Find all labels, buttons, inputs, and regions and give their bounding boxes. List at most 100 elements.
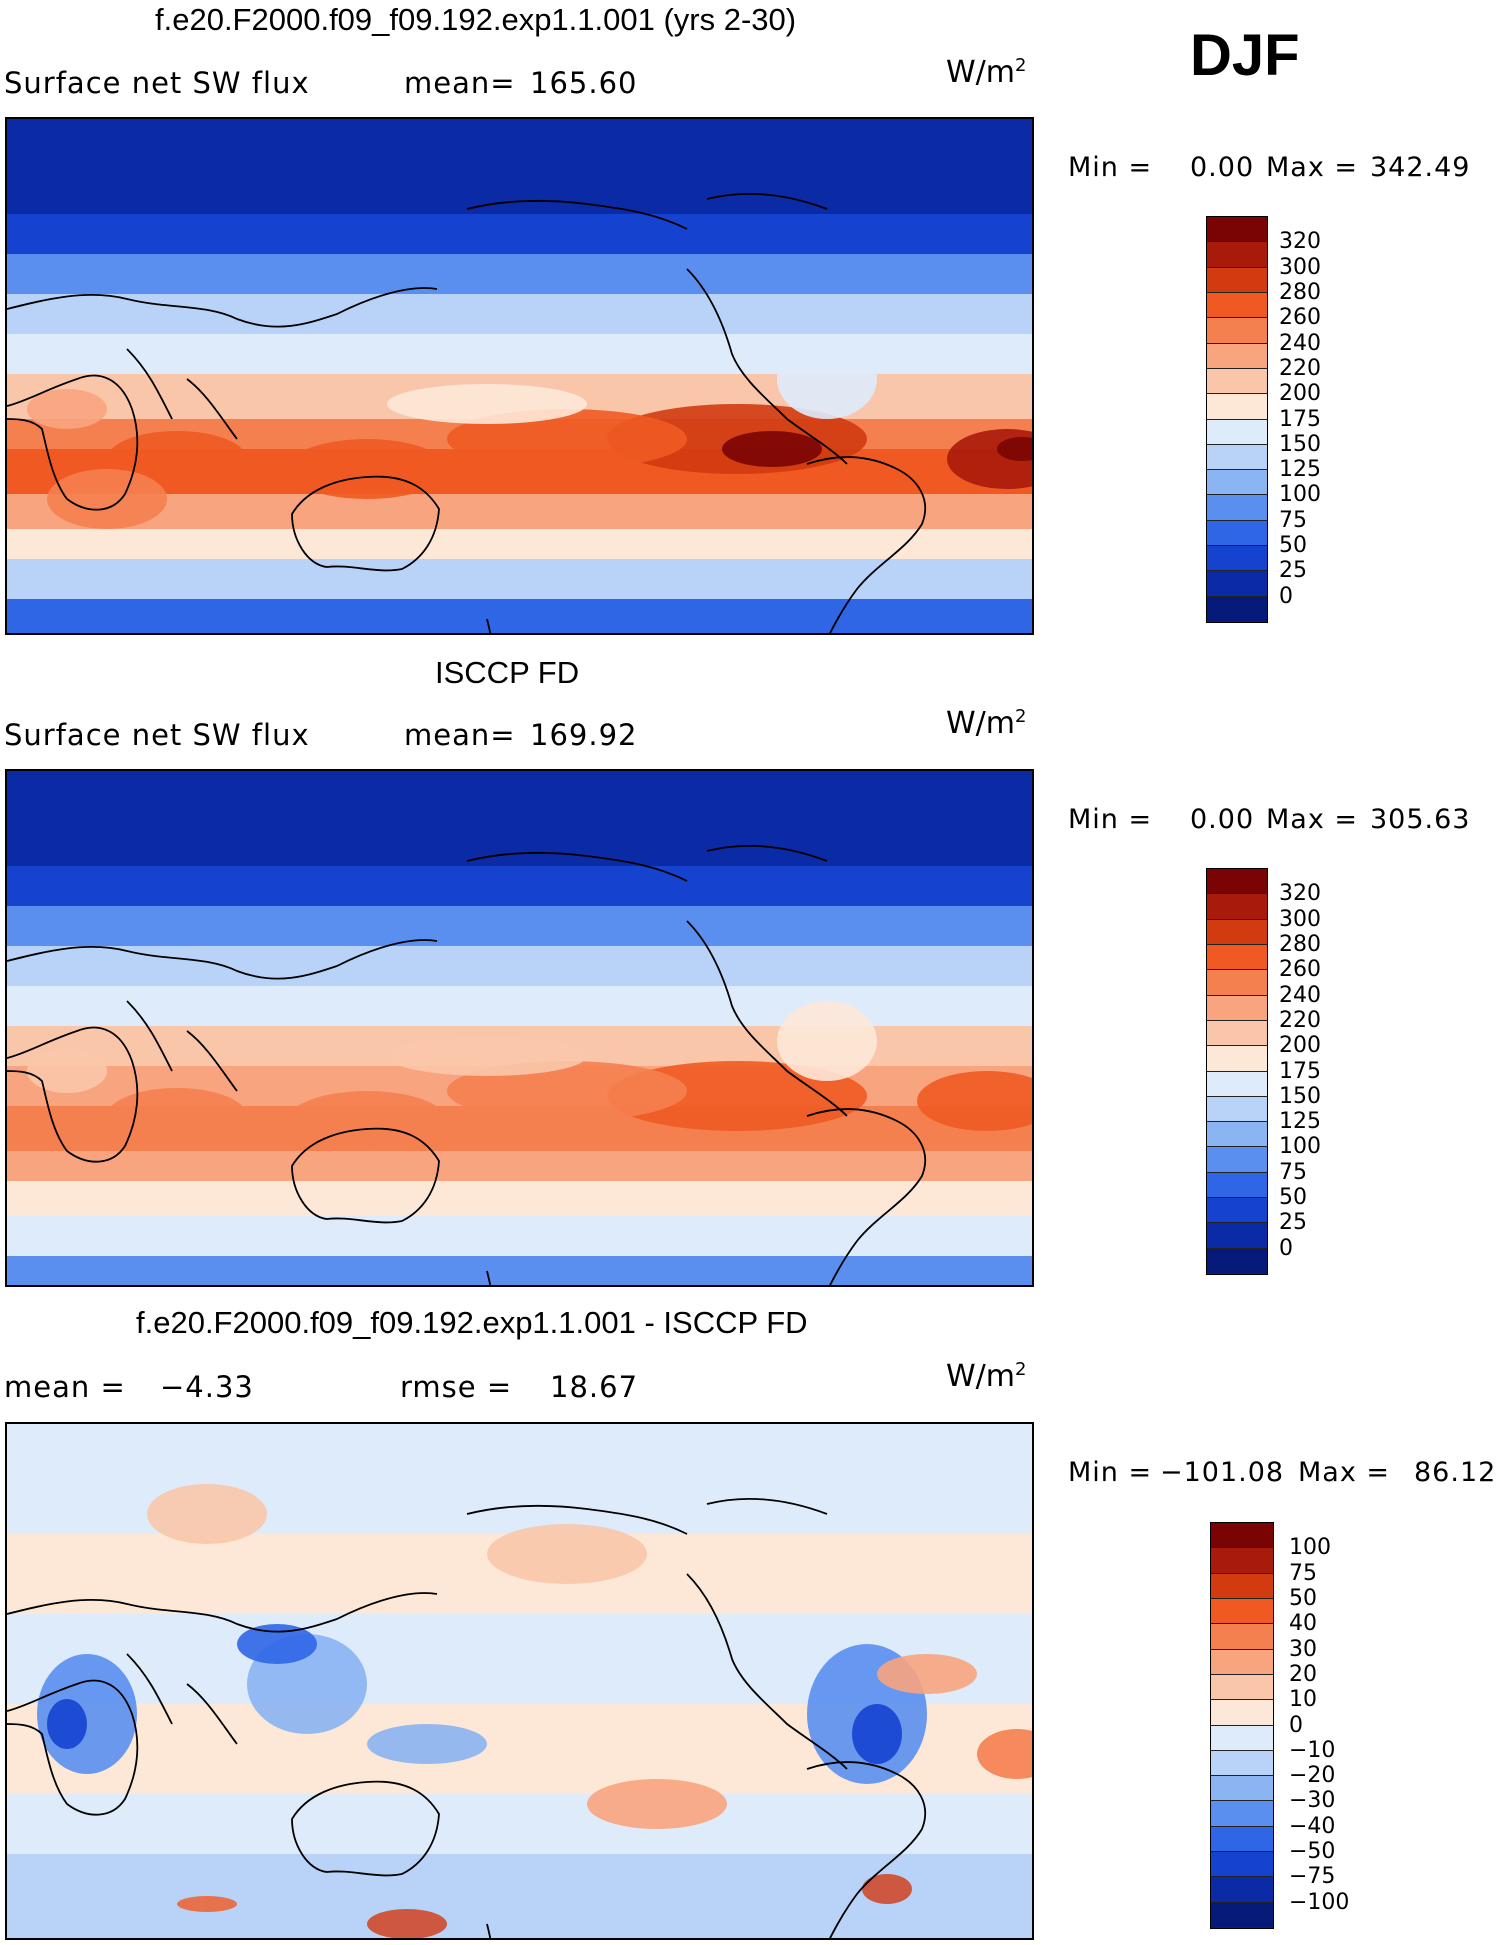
colorbar-box <box>1207 1147 1267 1173</box>
contour-region <box>877 1654 977 1694</box>
colorbar-tick-label: 50 <box>1289 1585 1317 1611</box>
coastline <box>466 1497 828 1535</box>
map-canvas <box>7 119 1032 633</box>
colorbar-box <box>1207 1198 1267 1224</box>
panel3-mean-value: −4.33 <box>160 1370 254 1404</box>
colorbar-box <box>1207 1122 1267 1148</box>
panel2-variable: Surface net SW flux <box>4 718 310 752</box>
colorbar-tick-label: 50 <box>1279 533 1307 559</box>
colorbar-box <box>1211 1725 1273 1751</box>
contour-region <box>722 431 822 467</box>
colorbar-tick-label: 125 <box>1279 457 1321 483</box>
map-canvas <box>7 771 1032 1285</box>
panel1-max-label: Max = <box>1266 152 1359 183</box>
contour-region <box>777 1001 877 1081</box>
coastline <box>7 374 139 511</box>
colorbar-box <box>1207 1046 1267 1072</box>
panel1-map <box>5 117 1034 635</box>
colorbar-box <box>1211 1902 1273 1928</box>
contour-region <box>852 1704 902 1764</box>
panel2-mean-value: 169.92 <box>530 718 638 752</box>
colorbar-box <box>1207 894 1267 920</box>
colorbar-tick-label: 150 <box>1279 1083 1321 1109</box>
panel3-map <box>5 1422 1034 1940</box>
coastline <box>806 1108 927 1285</box>
latitude-band <box>7 294 1032 334</box>
colorbar-box <box>1211 1877 1273 1903</box>
colorbar-box <box>1211 1750 1273 1777</box>
colorbar-tick-label: 280 <box>1279 931 1321 957</box>
contour-region <box>387 384 587 424</box>
coastline <box>126 1653 238 1745</box>
panel2-max-value: 305.63 <box>1370 804 1471 835</box>
coastline <box>466 844 828 882</box>
coastline <box>7 1592 438 1633</box>
coastline <box>7 287 438 328</box>
panel1-title: f.e20.F2000.f09_f09.192.exp1.1.001 (yrs … <box>155 2 797 37</box>
colorbar-tick-label: 175 <box>1279 406 1321 432</box>
colorbar-box <box>1207 267 1267 293</box>
contour-region <box>447 409 687 469</box>
colorbar-box <box>1207 318 1267 344</box>
panel3-min-label: Min = <box>1068 1457 1153 1488</box>
colorbar-box <box>1207 571 1267 597</box>
coastline <box>806 1761 927 1938</box>
colorbar-box <box>1207 242 1267 268</box>
colorbar-box <box>1207 368 1267 395</box>
colorbar-tick-label: 25 <box>1279 1210 1307 1236</box>
colorbar-box <box>1207 394 1267 420</box>
coastline <box>126 348 238 440</box>
contour-region <box>777 339 877 419</box>
contour-region <box>147 1484 267 1544</box>
contour-region <box>47 1699 87 1749</box>
panel1-mean-value: 165.60 <box>530 66 638 100</box>
coastline <box>806 456 927 633</box>
panel2-units: W/m2 <box>946 706 1027 741</box>
colorbar-tick-label: −50 <box>1289 1839 1336 1865</box>
map-canvas <box>7 1424 1032 1938</box>
colorbar-tick-label: −30 <box>1289 1788 1336 1814</box>
season-label: DJF <box>1190 23 1300 88</box>
coastline <box>126 1000 238 1092</box>
contour-region <box>107 1088 247 1144</box>
colorbar-box <box>1207 596 1267 622</box>
colorbar-tick-label: 150 <box>1279 431 1321 457</box>
colorbar-tick-label: 0 <box>1279 1235 1293 1261</box>
colorbar-box <box>1211 1674 1273 1701</box>
panel3-rmse-label: rmse = <box>400 1370 513 1404</box>
colorbar-tick-label: 280 <box>1279 279 1321 305</box>
colorbar-box <box>1211 1826 1273 1853</box>
coastline <box>686 1573 848 1770</box>
coastline <box>466 192 828 230</box>
colorbar-tick-label: 75 <box>1289 1560 1317 1586</box>
colorbar-box <box>1207 1096 1267 1123</box>
colorbar-tick-label: 220 <box>1279 1007 1321 1033</box>
colorbar-box <box>1211 1624 1273 1650</box>
colorbar-box <box>1211 1598 1273 1625</box>
panel3-min-value: −101.08 <box>1160 1457 1285 1488</box>
latitude-band <box>7 494 1032 529</box>
panel1-colorbar: 320 300 280 260 240 220 200 175 150 125 100 75 50 25 0 <box>1206 216 1321 623</box>
colorbar-tick-label: 10 <box>1289 1687 1317 1713</box>
panel1-variable: Surface net SW flux <box>4 66 310 100</box>
colorbar-box <box>1207 1071 1267 1097</box>
coastline <box>7 939 438 980</box>
latitude-band <box>7 866 1032 906</box>
colorbar-box <box>1211 1776 1273 1802</box>
colorbar-tick-label: 320 <box>1279 229 1321 255</box>
panel3-units: W/m2 <box>946 1359 1027 1394</box>
latitude-band <box>7 771 1032 866</box>
coastline <box>291 475 440 572</box>
colorbar-box <box>1207 546 1267 572</box>
panel3-max-label: Max = <box>1298 1457 1391 1488</box>
panel1-min-label: Min = <box>1068 152 1153 183</box>
contour-region <box>447 1061 687 1121</box>
contour-region <box>27 389 107 429</box>
colorbar-tick-label: 240 <box>1279 982 1321 1008</box>
panel2-map <box>5 769 1034 1287</box>
latitude-band <box>7 946 1032 986</box>
colorbar-box <box>1211 1801 1273 1827</box>
colorbar-tick-label: 40 <box>1289 1611 1317 1637</box>
colorbar-tick-label: 125 <box>1279 1109 1321 1135</box>
latitude-band <box>7 1181 1032 1216</box>
